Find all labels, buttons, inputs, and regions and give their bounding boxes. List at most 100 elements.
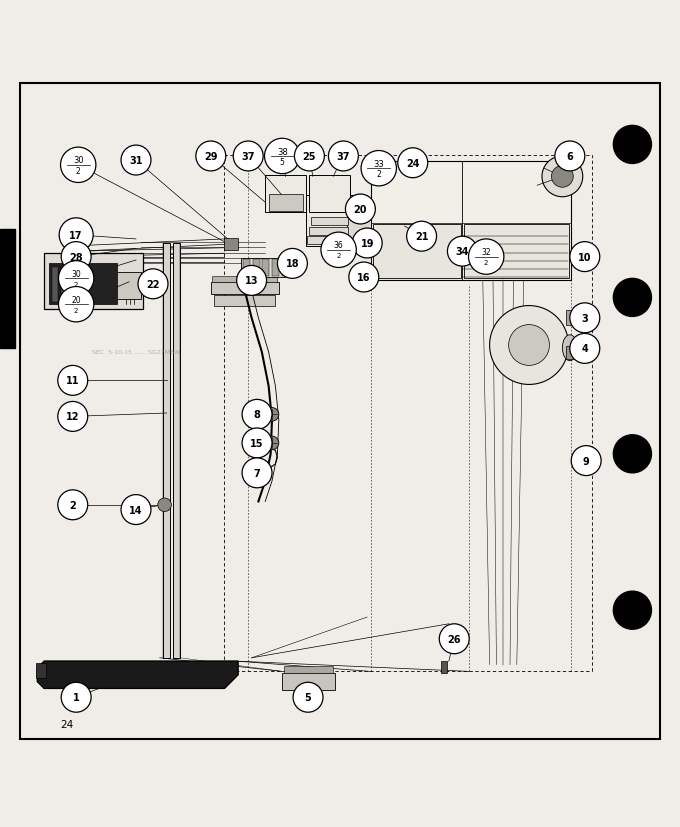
Text: 29: 29 [204,152,218,162]
Text: 20: 20 [71,295,81,304]
Circle shape [58,402,88,432]
Bar [44,254,143,309]
Bar [347,211,371,245]
Circle shape [58,261,94,297]
Bar [116,272,141,299]
Bar [241,259,296,278]
Bar [214,295,275,306]
Circle shape [237,266,267,296]
Text: 31: 31 [129,155,143,166]
Text: 14: 14 [129,505,143,515]
Circle shape [242,400,272,430]
Bar [253,260,260,276]
Text: 12: 12 [66,412,80,422]
Circle shape [277,249,307,279]
Text: 15: 15 [250,438,264,448]
Text: 24: 24 [406,159,420,169]
Circle shape [265,139,300,174]
Circle shape [571,446,601,476]
Text: 21: 21 [415,232,428,242]
Text: 3: 3 [581,313,588,323]
Circle shape [294,141,324,172]
Circle shape [138,270,168,299]
Bar [566,310,575,325]
Bar [243,260,250,276]
Bar [52,267,58,303]
Circle shape [242,428,272,458]
Circle shape [349,263,379,293]
Text: 13: 13 [245,276,258,286]
Text: 30: 30 [73,156,84,165]
Circle shape [242,458,272,488]
Bar [0,230,15,349]
Polygon shape [37,662,238,689]
Bar [80,267,87,303]
Circle shape [233,141,263,172]
Circle shape [58,366,88,396]
Circle shape [265,408,279,422]
Text: 11: 11 [66,376,80,386]
Circle shape [121,146,151,176]
Text: 19: 19 [360,239,374,249]
Circle shape [398,149,428,179]
Circle shape [447,237,477,267]
Text: 16: 16 [357,273,371,283]
Bar [71,267,78,303]
Text: 2: 2 [76,166,80,175]
Text: 1: 1 [73,692,80,702]
Ellipse shape [562,336,577,361]
Circle shape [570,242,600,272]
Bar [173,244,180,658]
Text: 2: 2 [337,253,341,259]
Text: 7: 7 [254,468,260,478]
Circle shape [613,127,651,165]
Text: 37: 37 [241,152,255,162]
Circle shape [58,490,88,520]
Text: 6: 6 [566,152,573,162]
Text: 36: 36 [334,241,343,250]
Bar [262,260,269,276]
Circle shape [361,151,396,187]
Circle shape [613,279,651,317]
Text: 5: 5 [305,692,311,702]
Circle shape [407,222,437,252]
Bar [441,661,447,673]
Circle shape [542,157,583,198]
Circle shape [345,195,375,225]
Bar [282,260,288,276]
Bar [212,277,277,282]
Circle shape [509,325,549,366]
Circle shape [551,166,573,188]
Circle shape [265,437,279,450]
Circle shape [490,306,568,385]
Circle shape [613,591,651,629]
Circle shape [121,495,151,525]
Text: 4: 4 [581,344,588,354]
Circle shape [158,499,171,512]
Bar [284,667,333,673]
Text: 24: 24 [60,719,73,729]
Text: 33: 33 [373,160,384,169]
Bar [309,227,348,236]
Circle shape [439,624,469,654]
Circle shape [613,435,651,473]
Text: 5: 5 [279,158,285,166]
Text: 37: 37 [337,152,350,162]
Circle shape [59,218,93,252]
Text: 2: 2 [69,500,76,510]
Bar [307,237,348,245]
Bar [306,196,367,247]
Text: 2: 2 [74,307,78,313]
Bar [464,225,569,279]
Bar [163,244,170,658]
Bar [309,176,350,213]
Circle shape [570,304,600,333]
Circle shape [196,141,226,172]
Circle shape [352,229,382,259]
Circle shape [293,682,323,712]
Bar [371,162,571,281]
Text: 2: 2 [377,170,381,179]
Text: 9: 9 [583,456,590,466]
Text: 17: 17 [69,231,83,241]
Bar [36,663,46,678]
